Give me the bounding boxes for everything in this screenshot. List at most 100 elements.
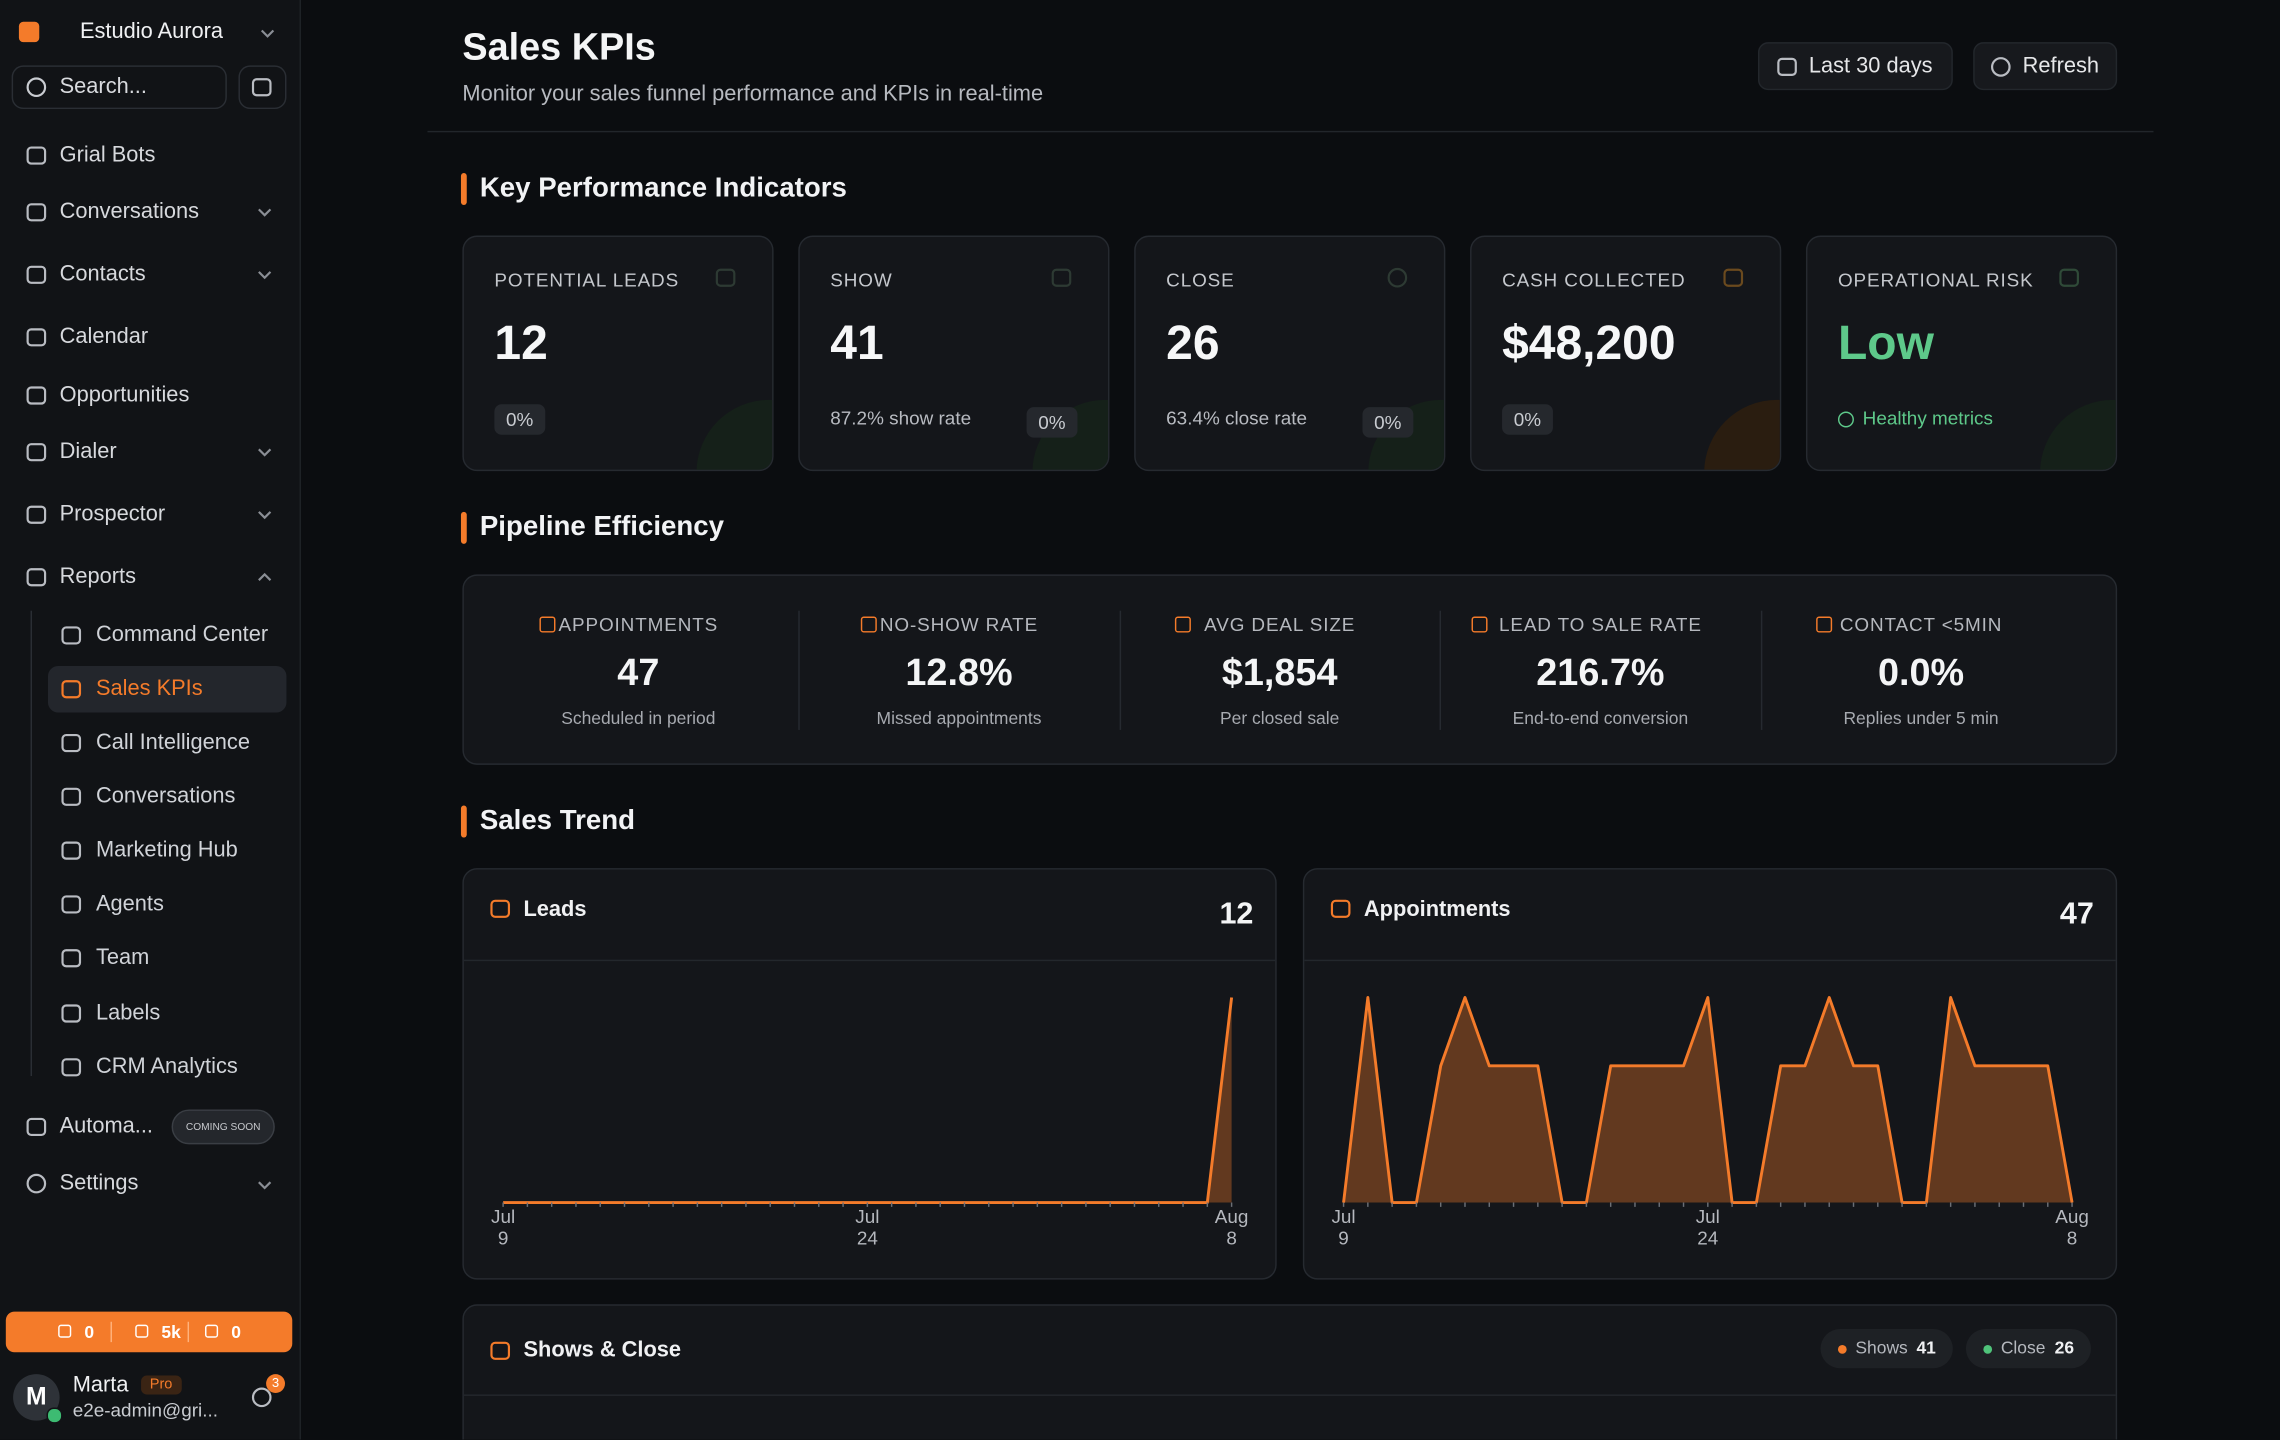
legend-chip: Close 26 [1965,1329,2091,1369]
chevron-path [258,572,272,581]
kpi-change: 0% [1362,407,1414,438]
search-placeholder[interactable]: Search... [59,74,147,99]
icon [61,1004,82,1023]
nav-item[interactable]: Calendar [59,324,149,349]
icon-shape [26,328,47,347]
chevron [258,1181,272,1190]
icon [715,268,736,287]
pipeline-label: NO-SHOW RATE [879,613,1039,636]
section-title: Key Performance Indicators [479,173,847,204]
refresh-label[interactable]: Refresh [2022,53,2100,79]
legend-value: 41 [1916,1337,1936,1359]
icon [61,733,82,753]
stat-value: 0 [84,1321,95,1343]
nav-item[interactable]: Opportunities [59,382,190,408]
kpi-label: SHOW [830,269,893,291]
nav-subitem[interactable]: Marketing Hub [95,837,238,863]
nav-item[interactable]: Reports [59,564,137,589]
nav-item[interactable]: Prospector [59,501,166,527]
icon-shape [61,680,82,699]
date-range-button[interactable] [1757,42,1953,91]
nav-subitem[interactable]: Sales KPIs [95,676,203,701]
icon-shape [1051,268,1072,287]
pipeline-item: APPOINTMENTS 47 Scheduled in period [478,576,798,766]
pipeline-item: CONTACT <5MIN 0.0% Replies under 5 min [1761,576,2081,766]
nav-subitem[interactable]: Labels [95,1000,161,1026]
icon-shape [61,733,82,753]
icon-shape [26,77,47,98]
legend-dot [1837,1345,1847,1354]
legend-name: Close [2000,1337,2046,1359]
pipeline-value: $1,854 [1221,649,1338,694]
nav-item[interactable]: Conversations [59,199,200,224]
kpi-label: CASH COLLECTED [1502,269,1686,291]
compose-button[interactable] [238,65,287,110]
pipeline-icon [1175,616,1192,633]
legend-dot [1983,1345,1993,1354]
column-divider [798,610,801,730]
stat-icon [58,1324,72,1338]
kpi-note: Healthy metrics [1862,407,1993,429]
kpi-label: CLOSE [1166,269,1235,291]
icon [1723,268,1744,287]
nav-subitem[interactable]: Command Center [95,622,269,648]
nav-item[interactable]: Settings [59,1170,139,1196]
logo [18,21,40,43]
icon [26,77,47,98]
kpi-value: 26 [1166,315,1220,370]
legend-name: Shows [1855,1337,1908,1359]
pipeline-note: Missed appointments [876,708,1042,729]
icon [61,949,82,968]
icon-shape [1723,268,1744,287]
stat-icon [135,1324,149,1338]
chart-header-divider [463,1394,2116,1396]
page-title: Sales KPIs [462,24,656,69]
date-range-label[interactable]: Last 30 days [1808,53,1933,79]
refresh-button[interactable] [1973,42,2118,91]
user-name: Marta [72,1372,129,1398]
nav-item[interactable]: Grial Bots [59,142,156,168]
icon [61,626,82,645]
chevron-path [258,1181,272,1190]
workspace-name[interactable]: Estudio Aurora [79,18,224,44]
nav-subitem[interactable]: Team [95,945,150,970]
x-tick-label: Aug 8 [2055,1207,2089,1250]
pipeline-panel: APPOINTMENTS 47 Scheduled in period NO-SHOW… [462,574,2118,766]
icon-shape [490,1341,511,1360]
icon [26,265,47,284]
chevron-path [260,29,275,38]
icon-shape [61,949,82,968]
pipeline-item: NO-SHOW RATE 12.8% Missed appointments [799,576,1119,766]
nav-item[interactable]: Automa... [59,1113,153,1139]
stat-sep [110,1321,112,1343]
coming-soon-badge: COMING SOON [171,1109,275,1145]
nav-subitem[interactable]: CRM Analytics [95,1054,238,1079]
chevron-path [258,271,272,280]
nav-subitem[interactable]: Conversations [95,783,236,809]
icon [490,1341,511,1360]
chart: Jul 9 Jul 24 Aug 8 [1331,996,2089,1250]
stat-value: 0 [231,1321,241,1343]
nav-item[interactable]: Contacts [59,261,146,287]
icon-shape [1387,267,1408,288]
section-title: Pipeline Efficiency [479,511,724,543]
x-tick-label: Jul 9 [1331,1207,1355,1250]
chart-card: Appointments 47 Jul 9 Jul 24 Aug 8 [1302,868,2118,1280]
pipeline-label: APPOINTMENTS [558,613,719,636]
kpi-value: 12 [494,315,548,370]
icon-shape [251,78,272,97]
x-tick-label: Jul 9 [491,1207,515,1250]
chevron [258,208,272,217]
chevron-path [258,511,272,520]
nav-subitem[interactable]: Call Intelligence [95,729,250,755]
nav-item[interactable]: Dialer [59,439,117,464]
section-accent [460,173,467,206]
search-box[interactable] [11,65,227,110]
column-divider [1440,610,1442,730]
icon [26,328,47,347]
icon-shape [61,1058,82,1077]
nav-subitem[interactable]: Agents [95,891,164,917]
sidebar [0,0,301,1440]
icon [61,1058,82,1077]
